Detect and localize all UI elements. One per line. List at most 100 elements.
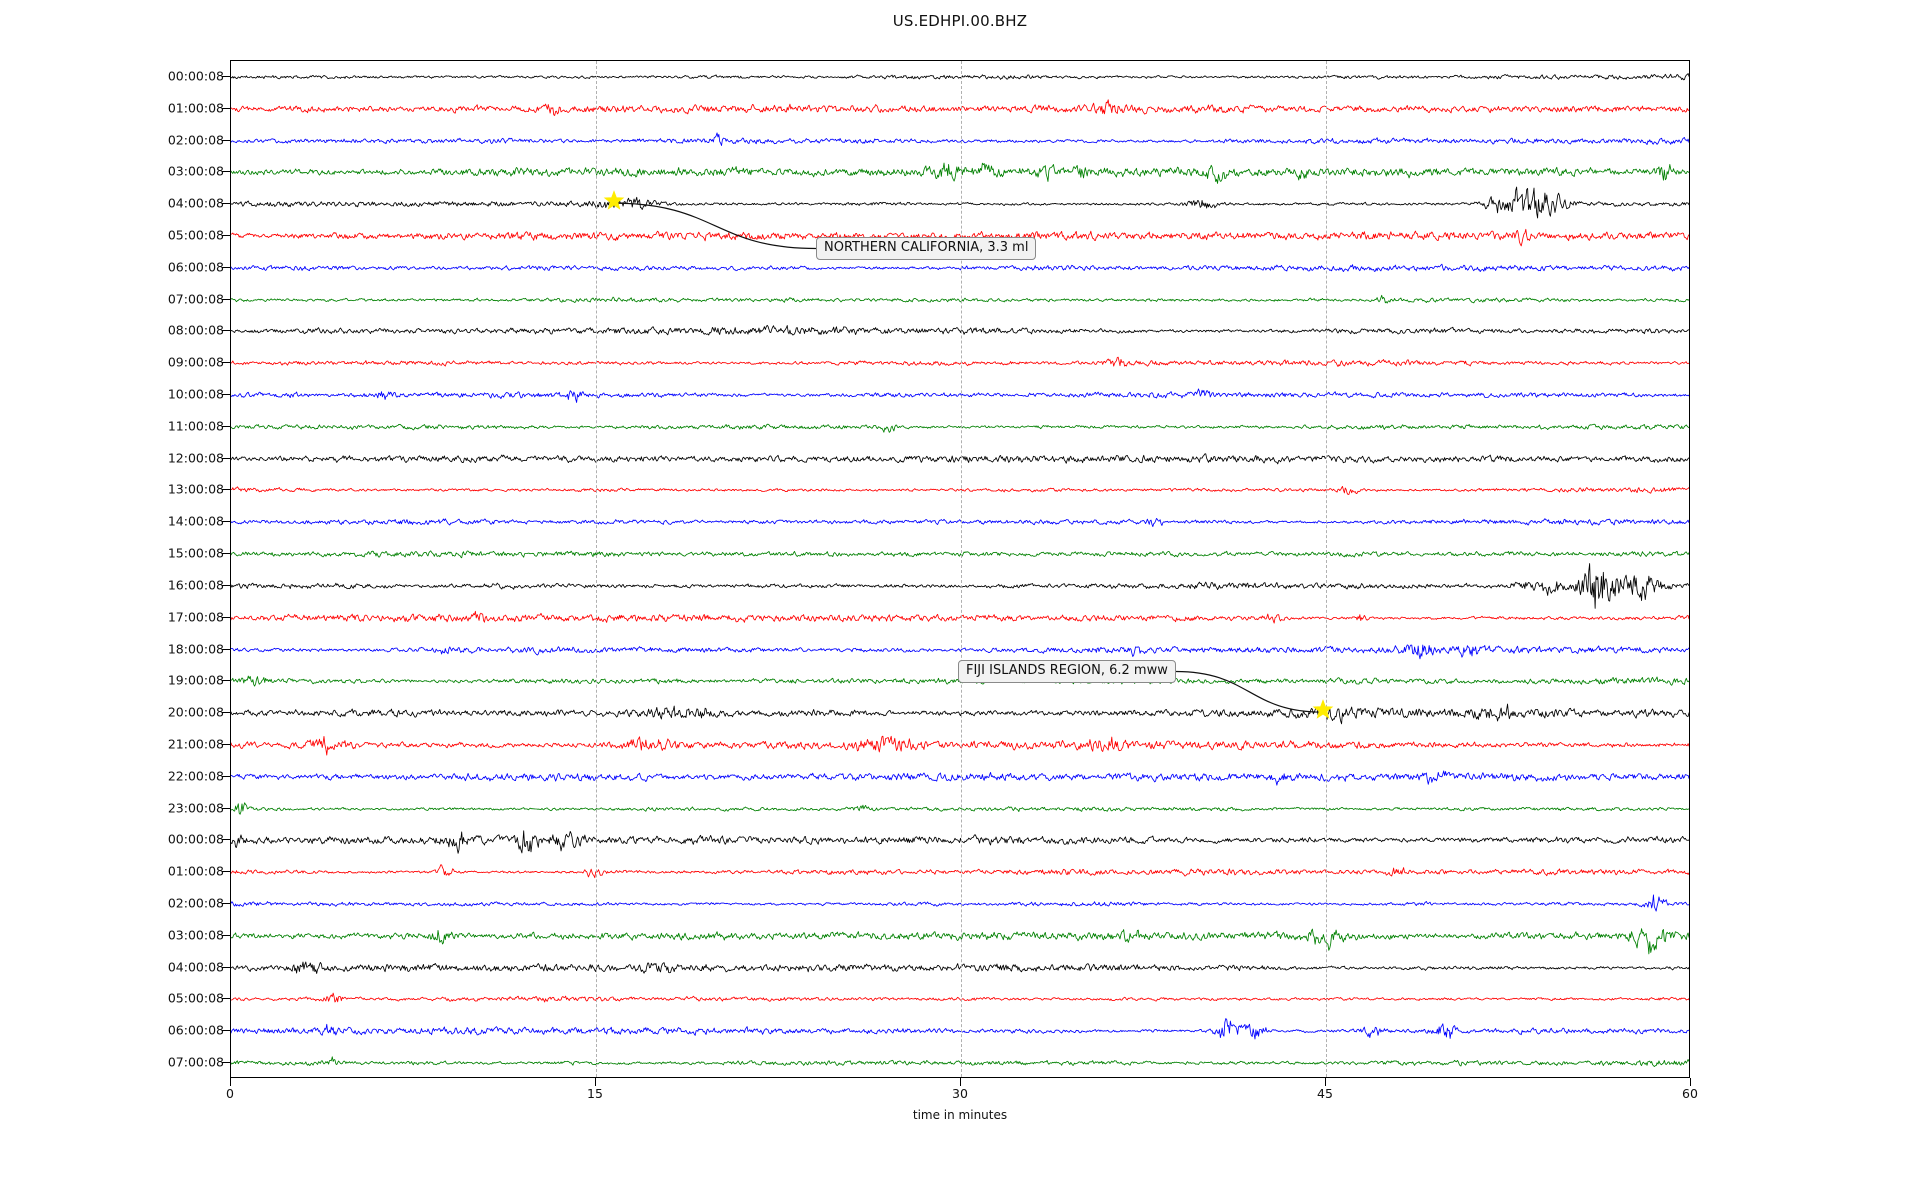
y-tick-label: 07:00:08	[167, 291, 224, 307]
seismic-trace	[231, 976, 1689, 1022]
y-tick-label: 08:00:08	[167, 322, 224, 338]
grid-line	[961, 61, 962, 1077]
x-axis-label: time in minutes	[912, 1108, 1008, 1122]
y-tick-label: 02:00:08	[167, 132, 224, 148]
seismic-trace	[231, 786, 1689, 832]
y-tick-mark	[222, 871, 230, 873]
y-tick-mark	[222, 75, 230, 77]
x-tick-mark	[1690, 1078, 1691, 1086]
seismic-trace	[231, 1008, 1689, 1054]
x-tick-label: 45	[1317, 1086, 1333, 1101]
seismic-trace	[231, 881, 1689, 927]
x-tick-mark	[1325, 1078, 1326, 1086]
grid-line	[596, 61, 597, 1077]
seismic-trace	[231, 277, 1689, 323]
y-tick-mark	[222, 394, 230, 396]
seismic-trace	[231, 627, 1689, 673]
y-tick-label: 20:00:08	[167, 704, 224, 720]
y-tick-mark	[222, 139, 230, 141]
y-tick-mark	[222, 203, 230, 205]
y-tick-label: 05:00:08	[167, 990, 224, 1006]
x-tick-mark	[230, 1078, 231, 1086]
y-tick-label: 00:00:08	[167, 831, 224, 847]
y-tick-label: 23:00:08	[167, 800, 224, 816]
y-tick-mark	[222, 966, 230, 968]
y-tick-mark	[222, 234, 230, 236]
y-tick-mark	[222, 107, 230, 109]
seismic-trace	[231, 913, 1689, 959]
y-tick-mark	[222, 998, 230, 1000]
seismic-trace	[231, 118, 1689, 164]
y-tick-mark	[222, 1062, 230, 1064]
x-tick-label: 15	[587, 1086, 603, 1101]
y-tick-mark	[222, 1030, 230, 1032]
y-tick-label: 01:00:08	[167, 100, 224, 116]
seismic-trace	[231, 499, 1689, 545]
y-tick-label: 17:00:08	[167, 609, 224, 625]
seismic-trace	[231, 817, 1689, 863]
grid-line	[1326, 61, 1327, 1077]
y-tick-label: 02:00:08	[167, 895, 224, 911]
y-tick-label: 15:00:08	[167, 545, 224, 561]
x-tick-label: 30	[952, 1086, 968, 1101]
y-tick-mark	[222, 266, 230, 268]
y-tick-mark	[222, 775, 230, 777]
y-tick-mark	[222, 553, 230, 555]
seismic-trace	[231, 595, 1689, 641]
y-tick-mark	[222, 616, 230, 618]
seismic-trace	[231, 308, 1689, 354]
y-tick-label: 22:00:08	[167, 768, 224, 784]
y-tick-mark	[222, 839, 230, 841]
seismic-trace	[231, 690, 1689, 736]
y-tick-label: 11:00:08	[167, 418, 224, 434]
y-tick-mark	[222, 425, 230, 427]
y-tick-mark	[222, 362, 230, 364]
y-tick-mark	[222, 903, 230, 905]
trace-clip	[231, 61, 1689, 1077]
seismic-trace	[231, 1040, 1689, 1077]
y-tick-label: 18:00:08	[167, 641, 224, 657]
y-tick-label: 00:00:08	[167, 68, 224, 84]
y-tick-label: 01:00:08	[167, 863, 224, 879]
y-tick-label: 10:00:08	[167, 386, 224, 402]
y-tick-mark	[222, 489, 230, 491]
y-tick-label: 07:00:08	[167, 1054, 224, 1070]
x-tick-label: 60	[1682, 1086, 1698, 1101]
chart-title: US.EDHPI.00.BHZ	[892, 12, 1028, 30]
x-tick-label: 0	[226, 1086, 234, 1101]
earthquake-star-marker[interactable]	[1312, 699, 1334, 725]
seismic-trace	[231, 181, 1689, 227]
seismic-trace	[231, 340, 1689, 386]
seismic-trace	[231, 754, 1689, 800]
y-tick-label: 16:00:08	[167, 577, 224, 593]
y-tick-label: 04:00:08	[167, 195, 224, 211]
earthquake-star-marker[interactable]	[603, 190, 625, 216]
y-tick-label: 06:00:08	[167, 1022, 224, 1038]
y-tick-mark	[222, 648, 230, 650]
seismic-trace	[231, 213, 1689, 259]
y-tick-mark	[222, 584, 230, 586]
y-tick-label: 04:00:08	[167, 959, 224, 975]
seismic-trace	[231, 563, 1689, 609]
y-tick-mark	[222, 171, 230, 173]
event-annotation-label[interactable]: FIJI ISLANDS REGION, 6.2 mww	[958, 660, 1176, 684]
y-tick-label: 12:00:08	[167, 450, 224, 466]
seismic-trace	[231, 86, 1689, 132]
y-tick-mark	[222, 457, 230, 459]
y-tick-mark	[222, 934, 230, 936]
seismic-trace	[231, 531, 1689, 577]
seismic-trace	[231, 372, 1689, 418]
seismic-trace	[231, 61, 1689, 100]
y-tick-mark	[222, 807, 230, 809]
seismic-trace	[231, 945, 1689, 991]
plot-area	[230, 60, 1690, 1078]
event-annotation-label[interactable]: NORTHERN CALIFORNIA, 3.3 ml	[816, 237, 1037, 261]
y-tick-label: 03:00:08	[167, 163, 224, 179]
y-tick-label: 03:00:08	[167, 927, 224, 943]
y-tick-mark	[222, 521, 230, 523]
x-tick-mark	[960, 1078, 961, 1086]
y-tick-label: 19:00:08	[167, 672, 224, 688]
seismic-trace	[231, 467, 1689, 513]
seismic-trace	[231, 722, 1689, 768]
